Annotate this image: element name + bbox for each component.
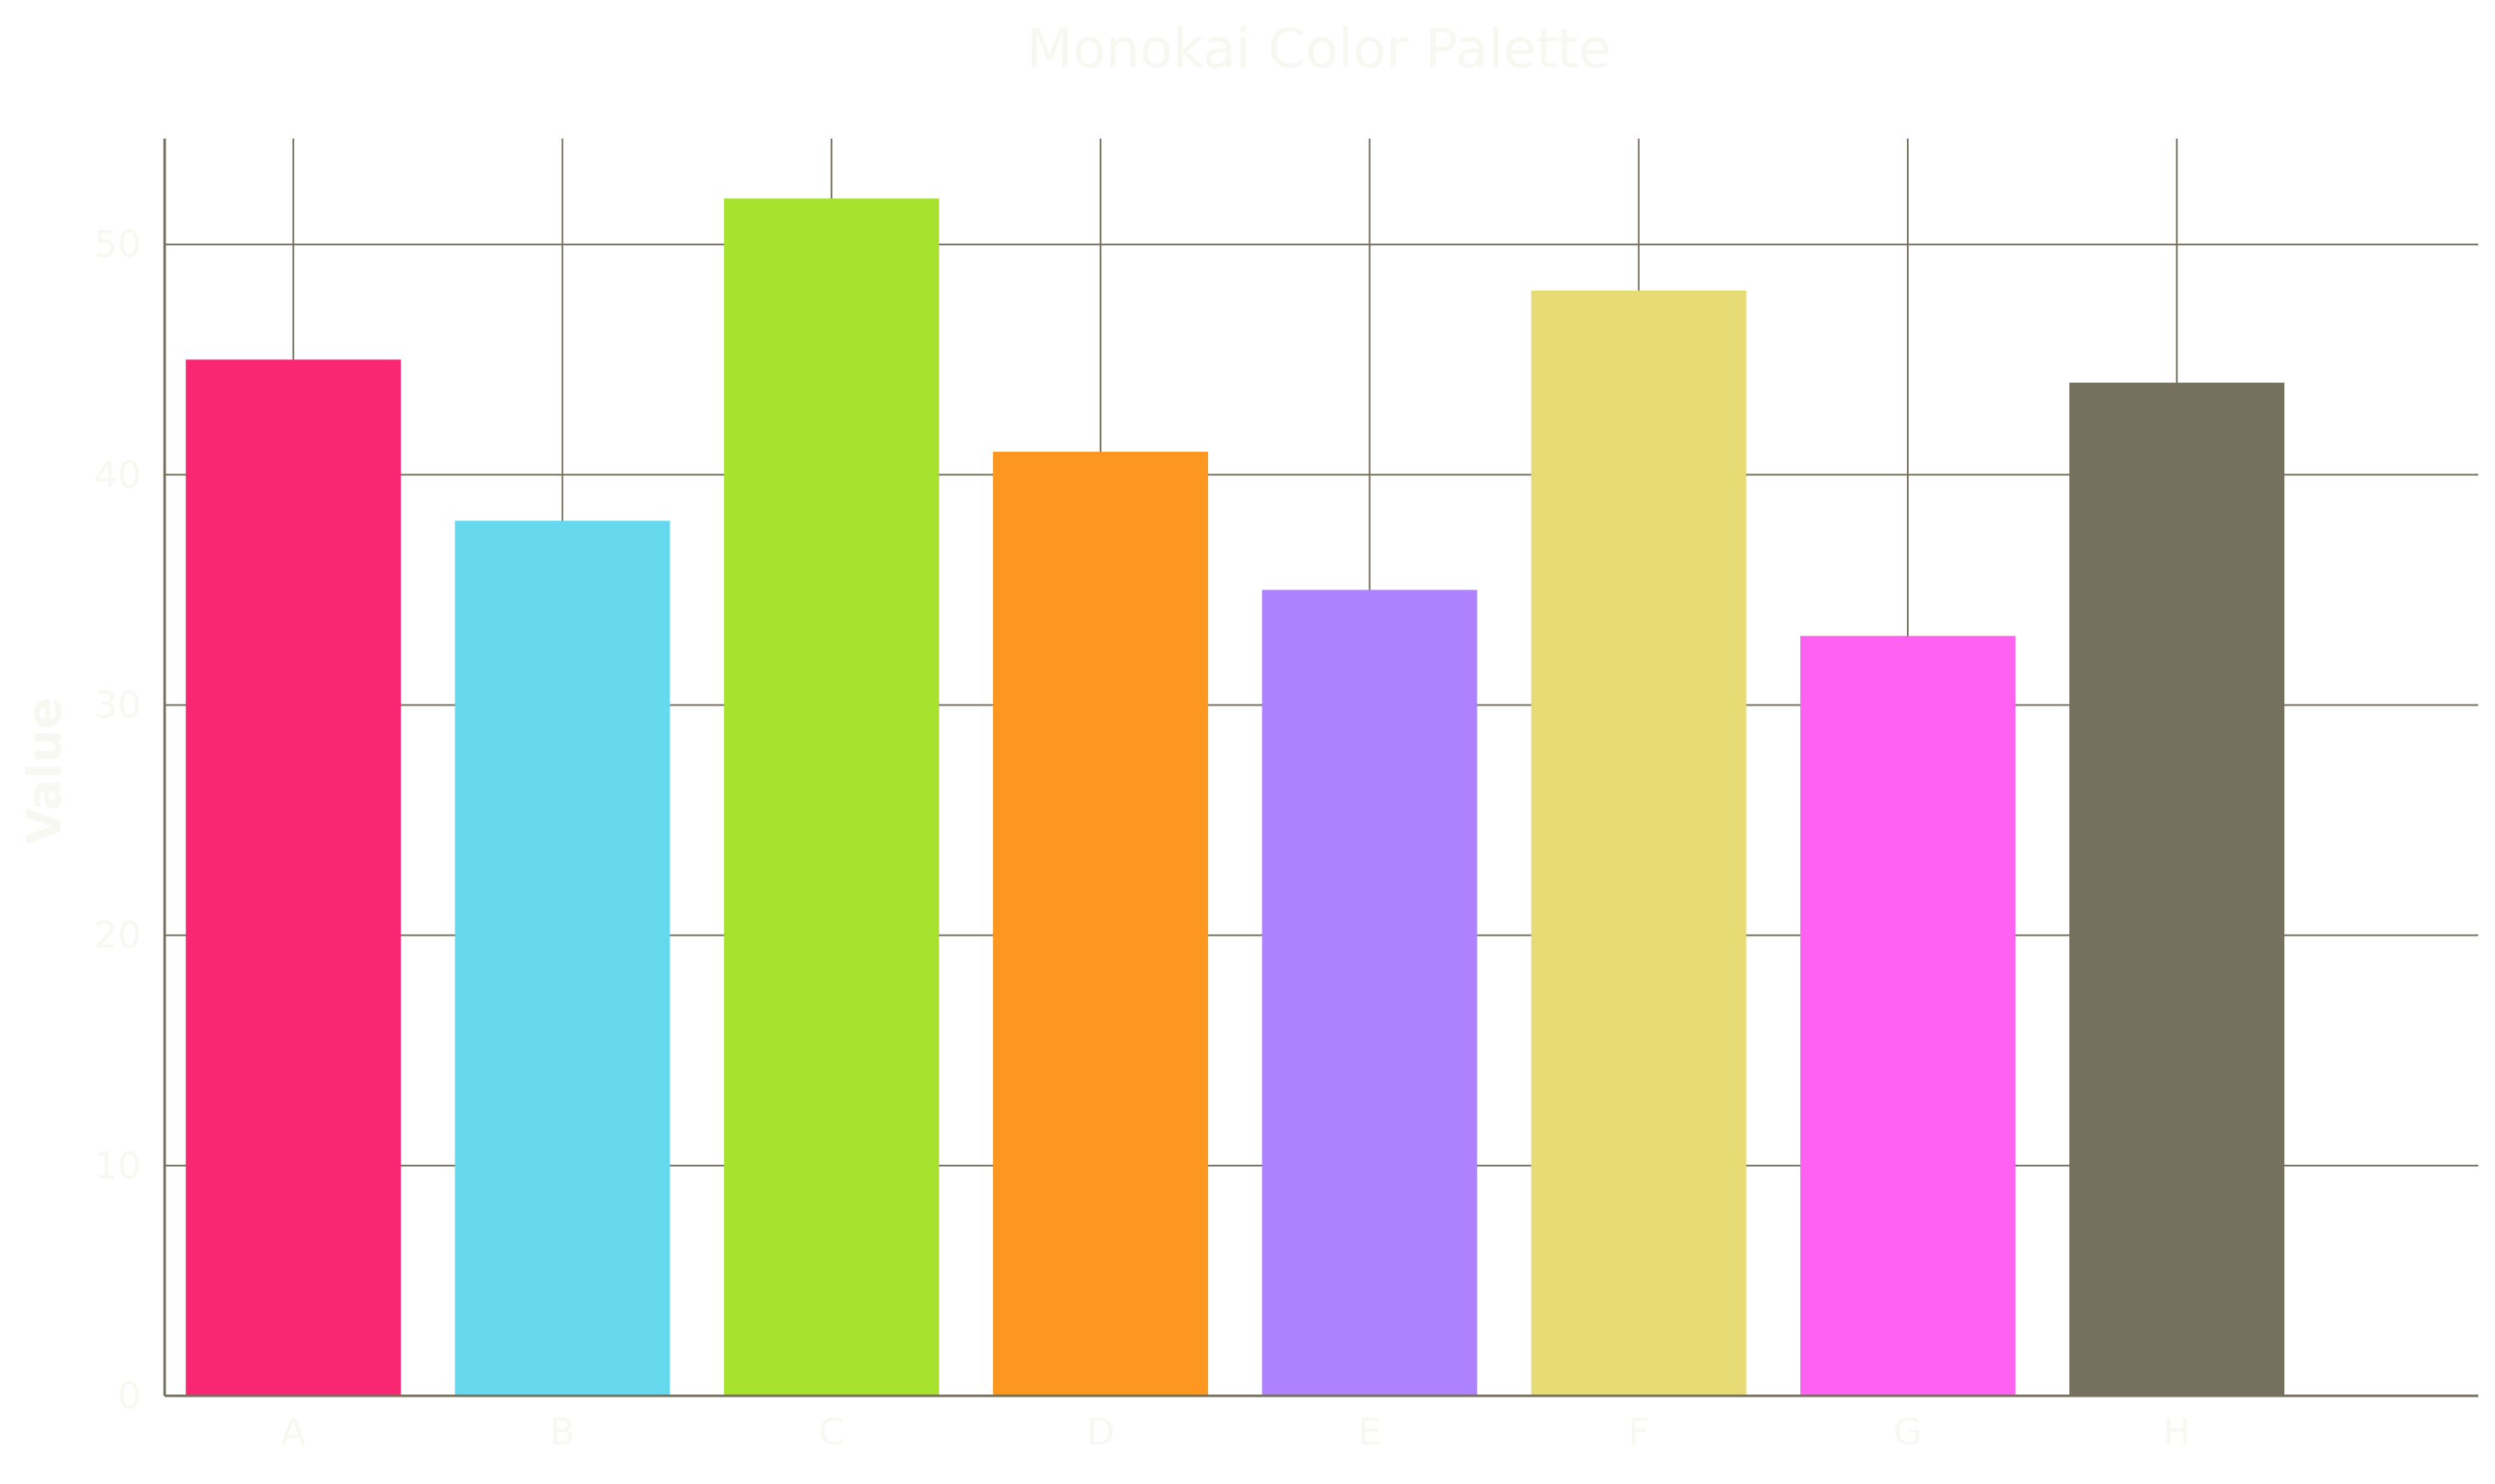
x-tick-label: D xyxy=(1086,1411,1115,1454)
y-tick-label: 0 xyxy=(118,1375,141,1418)
x-tick-label: B xyxy=(549,1411,575,1454)
bar-c xyxy=(723,198,939,1396)
bar-b xyxy=(454,521,670,1397)
x-tick-label: E xyxy=(1358,1411,1381,1454)
x-tick-label: C xyxy=(818,1411,844,1454)
bar-f xyxy=(1531,290,1746,1396)
x-tick-label: H xyxy=(2163,1411,2191,1454)
x-tick-label: F xyxy=(1628,1411,1649,1454)
y-tick-label: 50 xyxy=(94,223,141,266)
chart-title: Monokai Color Palette xyxy=(1027,18,1611,81)
y-tick-label: 10 xyxy=(94,1145,141,1188)
y-tick-label: 30 xyxy=(94,684,141,726)
bar-d xyxy=(993,451,1209,1396)
bar-e xyxy=(1262,590,1478,1396)
bar-h xyxy=(2069,382,2285,1397)
tick-labels: 0 10 20 30 40 50 A B C D E F G H xyxy=(94,223,2191,1454)
bar-g xyxy=(1799,636,2015,1396)
x-tick-label: A xyxy=(281,1411,306,1454)
bars xyxy=(186,198,2285,1397)
bar-a xyxy=(186,359,402,1397)
y-tick-label: 20 xyxy=(94,915,141,957)
y-axis-label: Value xyxy=(18,697,72,844)
x-tick-label: G xyxy=(1894,1411,1922,1454)
y-tick-label: 40 xyxy=(94,454,141,496)
axes xyxy=(163,139,2478,1397)
